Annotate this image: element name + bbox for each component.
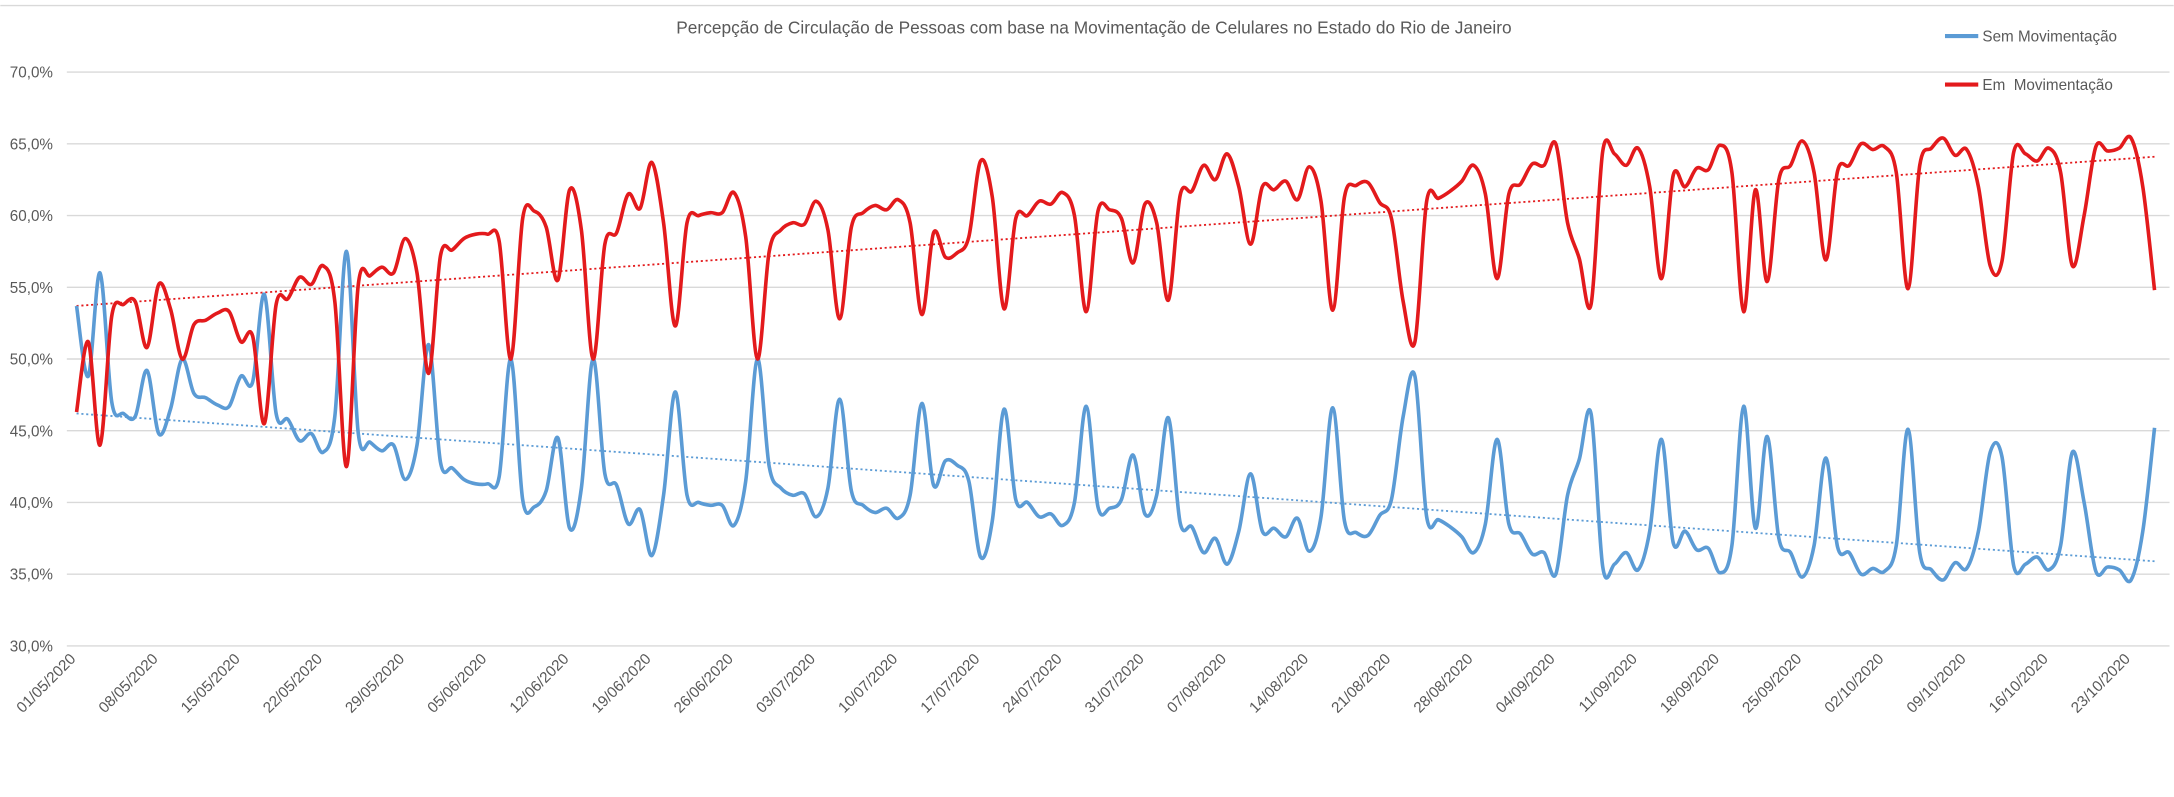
y-tick-label: 65,0% bbox=[10, 136, 53, 153]
x-tick-label: 17/07/2020 bbox=[917, 651, 983, 717]
x-tick-label: 09/10/2020 bbox=[1904, 651, 1970, 717]
y-tick-label: 55,0% bbox=[10, 280, 53, 297]
x-tick-label: 25/09/2020 bbox=[1739, 651, 1805, 717]
x-tick-label: 24/07/2020 bbox=[1000, 651, 1066, 717]
x-tick-label: 03/07/2020 bbox=[753, 651, 819, 717]
x-tick-label: 12/06/2020 bbox=[507, 651, 573, 717]
x-tick-label: 28/08/2020 bbox=[1411, 651, 1477, 717]
x-tick-label: 05/06/2020 bbox=[424, 651, 490, 717]
y-tick-label: 45,0% bbox=[10, 423, 53, 440]
x-tick-label: 26/06/2020 bbox=[671, 651, 737, 717]
x-tick-label: 18/09/2020 bbox=[1657, 651, 1723, 717]
series-line bbox=[74, 134, 2157, 469]
legend-label: Em Movimentação bbox=[1982, 77, 2112, 94]
y-tick-label: 50,0% bbox=[10, 352, 53, 369]
trend-line bbox=[76, 412, 2155, 563]
x-tick-label: 15/05/2020 bbox=[178, 651, 244, 717]
y-tick-label: 70,0% bbox=[10, 65, 53, 82]
x-tick-label: 19/06/2020 bbox=[589, 651, 655, 717]
x-tick-label: 22/05/2020 bbox=[260, 651, 326, 717]
x-tick-label: 01/05/2020 bbox=[13, 651, 79, 717]
legend-label: Sem Movimentação bbox=[1982, 29, 2117, 46]
x-tick-label: 16/10/2020 bbox=[1986, 651, 2052, 717]
y-tick-label: 35,0% bbox=[10, 567, 53, 584]
trend-line bbox=[76, 155, 2155, 307]
x-tick-label: 04/09/2020 bbox=[1493, 651, 1559, 717]
x-tick-label: 10/07/2020 bbox=[835, 651, 901, 717]
x-tick-label: 02/10/2020 bbox=[1821, 651, 1887, 717]
y-tick-label: 60,0% bbox=[10, 208, 53, 225]
x-tick-label: 31/07/2020 bbox=[1082, 651, 1148, 717]
y-tick-label: 30,0% bbox=[10, 638, 53, 655]
series-line bbox=[74, 249, 2157, 584]
x-tick-label: 23/10/2020 bbox=[2068, 651, 2134, 717]
x-tick-label: 11/09/2020 bbox=[1576, 651, 1641, 716]
chart-title: Percepção de Circulação de Pessoas com b… bbox=[676, 17, 1511, 37]
y-tick-label: 40,0% bbox=[10, 495, 53, 512]
x-tick-label: 14/08/2020 bbox=[1246, 651, 1312, 717]
x-tick-label: 07/08/2020 bbox=[1164, 651, 1230, 717]
x-tick-label: 29/05/2020 bbox=[342, 651, 408, 717]
x-tick-label: 08/05/2020 bbox=[96, 651, 162, 717]
x-tick-label: 21/08/2020 bbox=[1328, 651, 1394, 717]
